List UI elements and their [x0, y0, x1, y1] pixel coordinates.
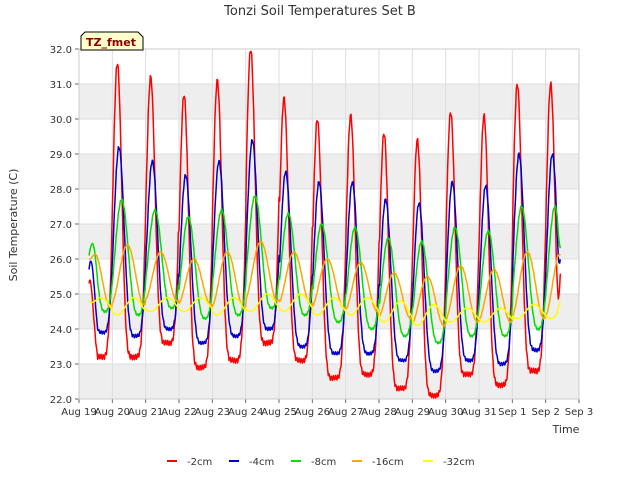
x-tick-label: Aug 29	[395, 407, 430, 418]
y-tick-label: 30.0	[50, 115, 72, 126]
x-tick-label: Aug 21	[128, 407, 163, 418]
y-tick-label: 31.0	[50, 80, 72, 91]
legend-item: -8cm	[291, 457, 336, 468]
y-tick-label: 26.0	[50, 255, 72, 266]
y-tick-label: 24.0	[50, 325, 72, 336]
y-tick-label: 27.0	[50, 220, 72, 231]
background-band	[79, 364, 579, 399]
legend-label: -4cm	[249, 457, 274, 468]
x-tick-label: Aug 30	[428, 407, 463, 418]
x-tick-label: Aug 28	[361, 407, 396, 418]
legend-label: -32cm	[443, 457, 475, 468]
legend-item: -4cm	[229, 457, 274, 468]
x-tick-label: Aug 23	[195, 407, 230, 418]
x-tick-label: Aug 31	[461, 407, 496, 418]
y-tick-labels: 22.0 23.0 24.0 25.0 26.0 27.0 28.0 29.0 30.0 31.0…	[50, 45, 72, 406]
x-tick-label: Aug 25	[261, 407, 296, 418]
x-tick-label: Sep 2	[531, 407, 559, 418]
legend-label: -16cm	[372, 457, 404, 468]
series-line-neg-32cm	[88, 293, 562, 327]
y-tick-label: 23.0	[50, 360, 72, 371]
legend-item: -16cm	[352, 457, 404, 468]
badge-label: TZ_fmet	[86, 36, 136, 49]
legend-label: -2cm	[187, 457, 212, 468]
x-tick-label: Aug 26	[295, 407, 330, 418]
background-band	[79, 294, 579, 329]
series-line-neg-2cm	[88, 50, 562, 399]
series-layer	[88, 50, 562, 399]
background-band	[79, 84, 579, 119]
chart-title: Tonzi Soil Temperatures Set B	[223, 4, 416, 19]
y-axis-label: Soil Temperature (C)	[7, 169, 20, 282]
background-band	[79, 224, 579, 259]
x-tick-label: Aug 22	[161, 407, 196, 418]
plot-frame	[78, 48, 580, 400]
x-tick-label: Sep 1	[498, 407, 526, 418]
background-band	[79, 154, 579, 189]
badge-box	[80, 31, 144, 51]
x-tick-label: Sep 3	[565, 407, 593, 418]
y-tick-label: 29.0	[50, 150, 72, 161]
legend-item: -32cm	[423, 457, 475, 468]
legend: -2cm -4cm -8cm -16cm -32cm	[167, 457, 475, 468]
y-tick-label: 32.0	[50, 45, 72, 56]
x-tick-label: Aug 19	[61, 407, 96, 418]
series-line-neg-16cm	[88, 240, 561, 327]
legend-item: -2cm	[167, 457, 212, 468]
y-tick-label: 22.0	[50, 395, 72, 406]
y-tick-label: 25.0	[50, 290, 72, 301]
y-tick-label: 28.0	[50, 185, 72, 196]
x-tick-label: Aug 24	[228, 407, 263, 418]
x-tick-label: Aug 27	[328, 407, 363, 418]
station-badge: TZ_fmet	[80, 31, 144, 51]
series-line-neg-8cm	[88, 195, 562, 345]
x-tick-label: Aug 20	[95, 407, 130, 418]
legend-label: -8cm	[311, 457, 336, 468]
x-axis-label: Time	[552, 423, 580, 436]
